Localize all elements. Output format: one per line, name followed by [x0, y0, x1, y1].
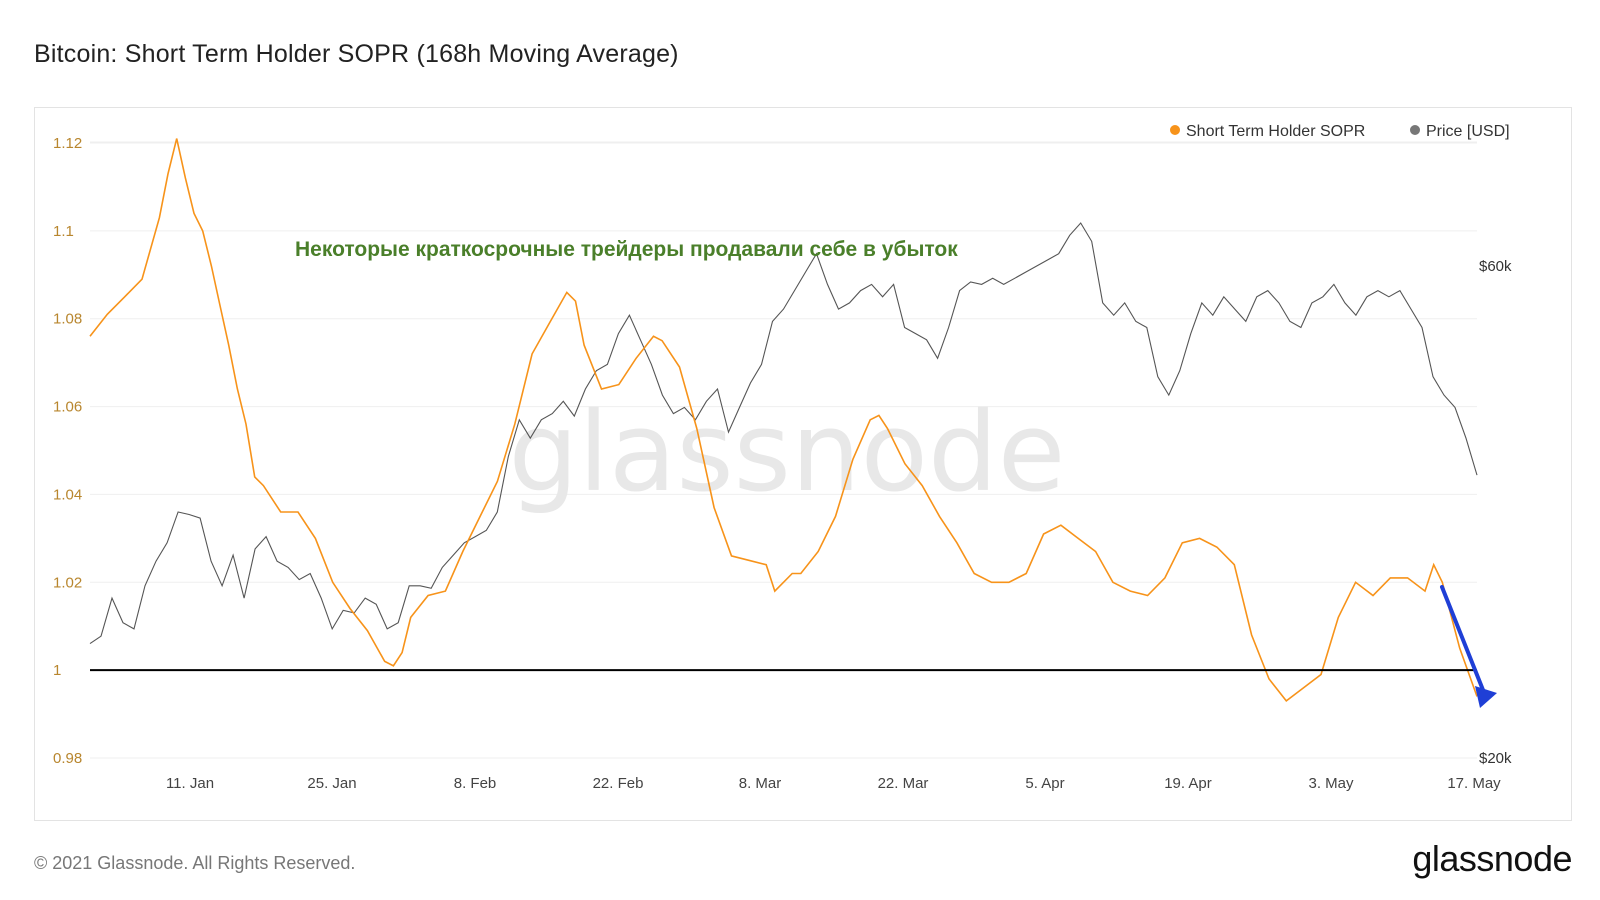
- annotation-text: Некоторые краткосрочные трейдеры продава…: [295, 238, 958, 261]
- legend-sopr-dot-icon: [1170, 125, 1180, 135]
- y-right-tick-label: $60k: [1479, 258, 1512, 275]
- x-tick-label: 22. Mar: [878, 775, 929, 792]
- chart-frame: glassnode 1.12 1.1 1.08 1.06 1.04 1.02 1 0.98 $…: [34, 107, 1572, 821]
- footer-copyright: © 2021 Glassnode. All Rights Reserved.: [34, 853, 356, 873]
- chart-svg: glassnode 1.12 1.1 1.08 1.06 1.04 1.02 1 0.98 $…: [53, 123, 1512, 792]
- legend-sopr-label: Short Term Holder SOPR: [1186, 123, 1365, 140]
- legend: Short Term Holder SOPR Price [USD]: [1170, 123, 1510, 140]
- y-left-tick-label: 1.02: [53, 574, 82, 591]
- x-tick-label: 3. May: [1308, 775, 1354, 792]
- sopr-series-line: [89, 138, 1478, 703]
- y-left-tick-label: 1.1: [53, 223, 74, 240]
- x-tick-label: 17. May: [1447, 775, 1501, 792]
- x-tick-label: 5. Apr: [1025, 775, 1064, 792]
- x-tick-label: 19. Apr: [1164, 775, 1212, 792]
- x-tick-label: 11. Jan: [166, 775, 214, 792]
- y-left-tick-label: 1.04: [53, 486, 82, 503]
- y-right-tick-label: $20k: [1479, 750, 1512, 767]
- y-left-tick-label: 1.06: [53, 399, 82, 416]
- watermark-text: glassnode: [509, 388, 1066, 516]
- down-trend-arrow-icon: [1440, 585, 1497, 708]
- y-left-tick-label: 0.98: [53, 750, 82, 767]
- y-axis-left: 1.12 1.1 1.08 1.06 1.04 1.02 1 0.98: [53, 135, 82, 767]
- x-tick-label: 8. Feb: [454, 775, 497, 792]
- price-series-line: [89, 222, 1478, 645]
- y-left-tick-label: 1.08: [53, 311, 82, 328]
- legend-price-label: Price [USD]: [1426, 123, 1510, 140]
- x-tick-label: 25. Jan: [307, 775, 356, 792]
- y-left-tick-label: 1: [53, 662, 61, 679]
- x-axis: 11. Jan 25. Jan 8. Feb 22. Feb 8. Mar 22. Mar…: [166, 775, 1501, 792]
- y-axis-right: $60k $20k: [1479, 258, 1512, 767]
- legend-price-dot-icon: [1410, 125, 1420, 135]
- x-tick-label: 8. Mar: [739, 775, 782, 792]
- x-tick-label: 22. Feb: [593, 775, 644, 792]
- glassnode-logo: glassnode: [1412, 838, 1572, 879]
- chart-title: Bitcoin: Short Term Holder SOPR (168h Mo…: [34, 40, 679, 68]
- y-left-tick-label: 1.12: [53, 135, 82, 152]
